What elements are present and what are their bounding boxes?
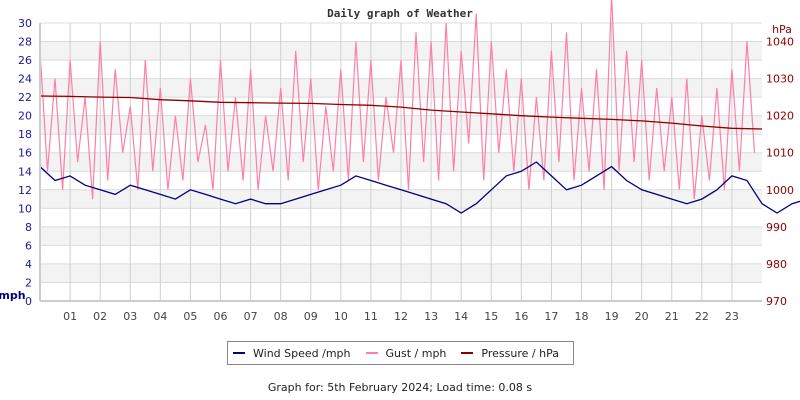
left-axis-label: mph <box>0 289 26 302</box>
right-tick-label: 1030 <box>766 73 794 86</box>
legend-gust: Gust / mph <box>365 346 447 360</box>
right-tick-label: 990 <box>766 221 787 234</box>
x-tick-label: 14 <box>454 310 468 323</box>
x-tick-label: 19 <box>605 310 619 323</box>
x-tick-label: 18 <box>575 310 589 323</box>
left-tick-label: 10 <box>18 202 32 215</box>
left-tick-label: 12 <box>18 184 32 197</box>
right-tick-label: 1040 <box>766 36 794 49</box>
chart-title: Daily graph of Weather <box>327 7 473 20</box>
left-tick-label: 16 <box>18 147 32 160</box>
pressure-line <box>39 95 763 130</box>
left-tick-label: 4 <box>25 258 32 271</box>
x-tick-label: 17 <box>544 310 558 323</box>
left-tick-label: 24 <box>18 73 32 86</box>
x-tick-label: 03 <box>123 310 137 323</box>
legend-wind-label: Wind Speed /mph <box>253 346 351 360</box>
x-tick-label: 22 <box>695 310 709 323</box>
x-tick-label: 15 <box>484 310 498 323</box>
wind-speed-line <box>39 161 800 214</box>
x-tick-label: 11 <box>364 310 378 323</box>
x-tick-label: 06 <box>214 310 228 323</box>
chart-svg: Daily graph of Weather 02468101214161820… <box>0 0 800 323</box>
x-tick-label: 20 <box>635 310 649 323</box>
x-tick-label: 02 <box>93 310 107 323</box>
left-tick-label: 30 <box>18 17 32 30</box>
x-tick-label: 21 <box>665 310 679 323</box>
right-tick-label: 1010 <box>766 147 794 160</box>
x-tick-label: 09 <box>304 310 318 323</box>
left-tick-label: 20 <box>18 110 32 123</box>
left-tick-label: 22 <box>18 91 32 104</box>
x-tick-label: 05 <box>183 310 197 323</box>
x-tick-label: 23 <box>725 310 739 323</box>
x-tick-label: 08 <box>274 310 288 323</box>
left-tick-label: 8 <box>25 221 32 234</box>
right-tick-label: 1020 <box>766 110 794 123</box>
legend-pressure-label: Pressure / hPa <box>481 346 559 360</box>
left-tick-label: 26 <box>18 54 32 67</box>
left-tick-label: 18 <box>18 128 32 141</box>
left-tick-label: 2 <box>25 276 32 289</box>
x-tick-label: 16 <box>514 310 528 323</box>
x-tick-label: 01 <box>63 310 77 323</box>
left-tick-label: 28 <box>18 36 32 49</box>
left-tick-label: 0 <box>25 295 32 308</box>
left-tick-label: 6 <box>25 239 32 252</box>
x-tick-label: 10 <box>334 310 348 323</box>
x-tick-label: 07 <box>244 310 258 323</box>
x-tick-label: 13 <box>424 310 438 323</box>
x-tick-label: 12 <box>394 310 408 323</box>
right-tick-label: 1000 <box>766 184 794 197</box>
right-tick-label: 970 <box>766 295 787 308</box>
right-axis-label: hPa <box>772 23 792 36</box>
gust-swatch <box>365 352 378 354</box>
pressure-swatch <box>461 352 474 354</box>
legend-pressure: Pressure / hPa <box>461 347 559 360</box>
legend: Wind Speed /mph Gust / mph Pressure / hP… <box>227 341 574 365</box>
right-tick-label: 980 <box>766 258 787 271</box>
wind-swatch <box>233 352 245 354</box>
x-tick-label: 04 <box>153 310 167 323</box>
legend-wind: Wind Speed /mph <box>233 347 351 360</box>
legend-gust-label: Gust / mph <box>385 346 447 360</box>
footer-text: Graph for: 5th February 2024; Load time:… <box>267 381 533 394</box>
left-tick-label: 14 <box>18 165 32 178</box>
